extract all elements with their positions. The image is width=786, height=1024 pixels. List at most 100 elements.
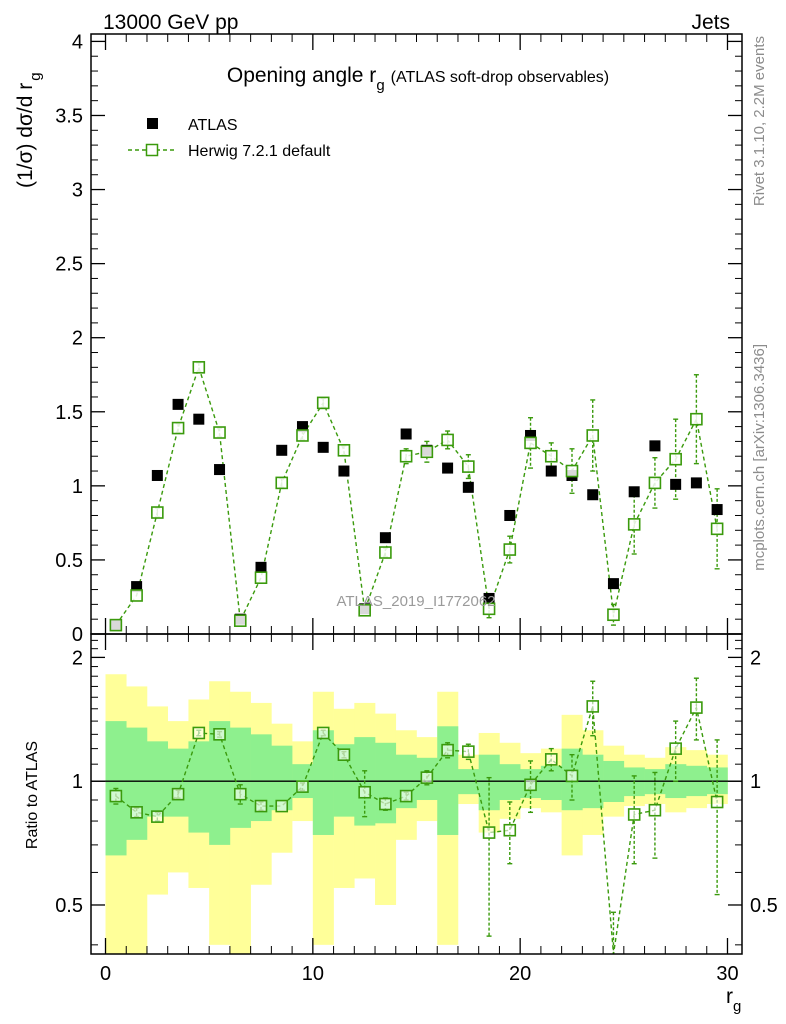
ratio-band-inner	[499, 764, 521, 801]
ratio-y-ticks: 0.5 0.5 1 1 2 2	[55, 639, 778, 946]
herwig-point	[607, 608, 620, 622]
atlas-point	[525, 429, 537, 441]
atlas-point	[504, 509, 516, 521]
ratio-herwig-point	[254, 799, 268, 813]
herwig-point	[130, 589, 143, 602]
main-y-tick-label: 0	[72, 624, 83, 646]
ratio-herwig-point	[192, 726, 206, 740]
atlas-point	[462, 481, 474, 493]
ratio-herwig-point	[524, 778, 537, 792]
herwig-point	[544, 449, 558, 463]
ratio-herwig-point	[482, 826, 496, 839]
herwig-point	[710, 522, 724, 536]
ratio-band-inner	[209, 721, 231, 845]
atlas-point	[628, 486, 640, 498]
herwig-point	[171, 421, 185, 435]
ratio-herwig-point	[151, 810, 164, 823]
herwig-point	[690, 412, 703, 426]
ratio-herwig-point	[233, 787, 247, 801]
atlas-point	[296, 421, 308, 433]
herwig-point	[669, 452, 682, 466]
main-y-tick-label: 1.5	[55, 402, 83, 424]
atlas-point	[193, 413, 205, 425]
ratio-y-tick-label: 1	[72, 771, 83, 793]
ratio-herwig-point	[379, 797, 392, 811]
ratio-x-tick-label: 20	[509, 963, 531, 985]
herwig-point	[316, 396, 330, 410]
atlas-point	[587, 489, 599, 501]
ratio-band-inner	[250, 734, 272, 822]
ratio-herwig-point	[337, 748, 351, 761]
main-panel: 00.511.522.533.54 Opening angle rg (ATLAS…	[14, 31, 743, 646]
ratio-herwig-point	[358, 785, 371, 799]
ratio-herwig-point	[399, 789, 413, 803]
herwig-point	[379, 546, 392, 559]
atlas-point	[442, 462, 454, 474]
energy-label: 13000 GeV pp	[103, 11, 238, 34]
atlas-point	[607, 578, 619, 590]
herwig-point	[151, 506, 164, 519]
ratio-x-axis-label-text: r	[726, 985, 733, 1008]
herwig-point	[233, 614, 247, 627]
rivet-version-label: Rivet 3.1.10, 2.2M events	[751, 36, 768, 206]
herwig-point	[648, 476, 662, 490]
herwig-line	[115, 365, 718, 626]
legend: ATLAS Herwig 7.2.1 default	[128, 117, 331, 160]
ratio-plot-area	[91, 674, 742, 955]
ratio-herwig-point	[130, 806, 143, 819]
ratio-herwig-point	[710, 795, 724, 809]
ratio-herwig-point	[586, 700, 600, 713]
atlas-point	[317, 441, 329, 453]
ratio-band-inner	[333, 744, 355, 817]
main-y-tick-label: 2	[72, 328, 83, 350]
ratio-band-inner	[188, 741, 210, 833]
ratio-herwig-point	[648, 803, 662, 817]
ratio-x-axis-label: rg	[726, 985, 741, 1015]
ratio-herwig-point	[565, 769, 579, 783]
herwig-point	[275, 476, 289, 490]
main-y-tick-label: 4	[72, 31, 83, 53]
herwig-point	[627, 518, 641, 531]
main-x-ticks	[104, 34, 729, 634]
ratio-y-tick-label: 2	[72, 647, 83, 669]
herwig-point	[565, 464, 579, 478]
process-label: Jets	[691, 11, 730, 34]
atlas-point	[172, 398, 184, 410]
ratio-panel: 0.5 0.5 1 1 2 2 0 10 20 30 Ratio to ATLAS rg	[24, 633, 778, 1015]
herwig-point	[503, 543, 517, 556]
ratio-herwig-point	[171, 787, 185, 801]
atlas-point	[400, 428, 412, 440]
atlas-point	[649, 440, 661, 452]
legend-herwig-marker	[145, 143, 159, 157]
herwig-point	[358, 603, 371, 617]
mcplots-label: mcplots.cern.ch [arXiv:1306.3436]	[751, 344, 768, 571]
atlas-point	[670, 478, 682, 490]
atlas-point	[483, 592, 495, 604]
ratio-herwig-point	[213, 728, 226, 741]
atlas-point	[214, 464, 226, 476]
ratio-band-inner	[271, 745, 293, 811]
atlas-point	[545, 465, 557, 477]
herwig-point	[441, 433, 454, 447]
atlas-point	[690, 477, 702, 489]
legend-atlas-label: ATLAS	[188, 117, 238, 134]
ratio-x-tick-label: 30	[716, 963, 738, 985]
ratio-herwig-point	[503, 823, 517, 837]
ratio-herwig-point	[316, 726, 330, 740]
herwig-point	[462, 460, 475, 473]
analysis-watermark: ATLAS_2019_I1772062	[336, 593, 495, 610]
herwig-point	[586, 429, 600, 442]
atlas-point	[151, 469, 163, 481]
main-y-axis-label-subscript: g	[27, 72, 44, 80]
ratio-x-tick-label: 0	[100, 963, 111, 985]
ratio-band-inner	[478, 754, 500, 811]
ratio-herwig-point	[669, 742, 682, 755]
ratio-x-axis-label-subscript: g	[733, 998, 741, 1015]
ratio-y-tick-label-right: 1	[750, 771, 761, 793]
ratio-y-tick-label-right: 2	[750, 647, 761, 669]
ratio-herwig-point	[275, 799, 289, 813]
plot-title-main: Opening angle r	[227, 64, 376, 87]
ratio-band-inner	[126, 727, 148, 840]
ratio-y-tick-label-right: 0.5	[750, 895, 778, 917]
ratio-herwig-point	[109, 789, 123, 803]
